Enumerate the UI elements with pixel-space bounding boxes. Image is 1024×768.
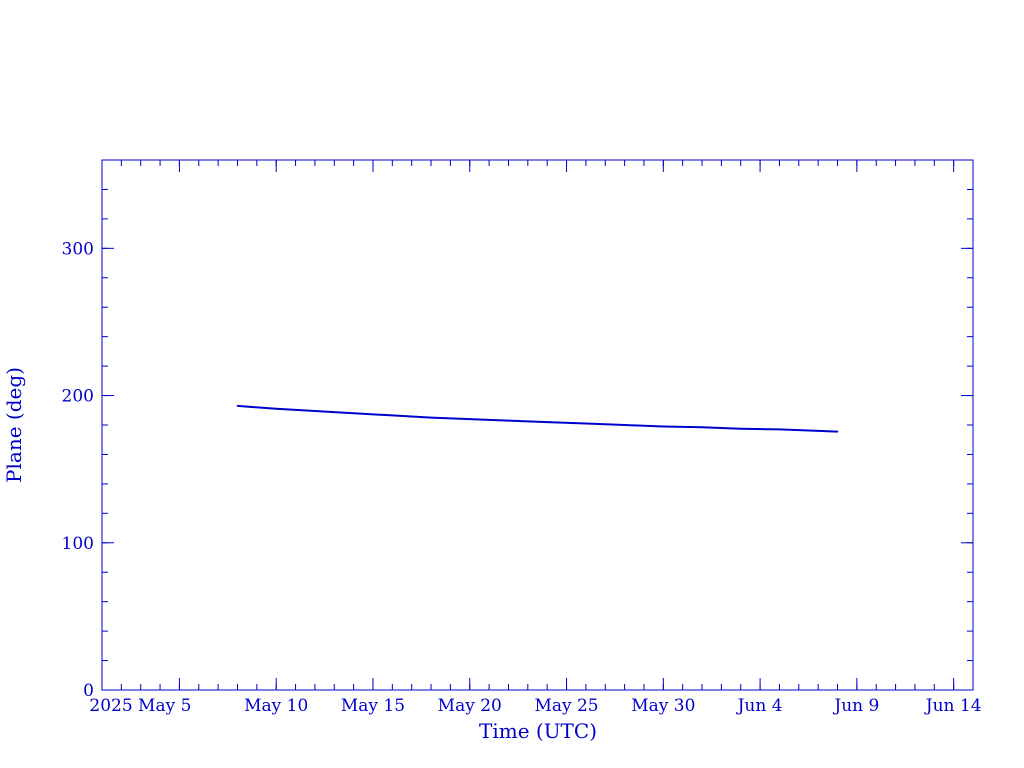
plot-frame — [101, 159, 974, 691]
data-point — [314, 410, 316, 412]
x-axis-title: Time (UTC) — [479, 719, 597, 743]
tick-labels: 2025 May 5 May 10 May 15 May 20 May 25 May 30… — [62, 239, 982, 716]
axis-ticks — [102, 160, 973, 691]
data-point — [739, 427, 742, 430]
x-tick-label: Jun 14 — [924, 696, 982, 716]
x-tick-label: May 25 — [534, 696, 598, 716]
series-line — [237, 404, 838, 433]
x-tick-label: May 15 — [341, 696, 405, 716]
x-tick-label: 2025 May 5 — [89, 696, 191, 716]
data-point — [352, 412, 355, 415]
x-tick-label: Jun 4 — [736, 696, 783, 716]
x-tick-label: May 10 — [244, 696, 308, 716]
data-point — [623, 424, 626, 426]
data-point — [701, 426, 703, 429]
x-tick-label: Jun 9 — [832, 696, 879, 716]
y-tick-label: 0 — [83, 681, 94, 701]
y-tick-label: 300 — [62, 239, 94, 259]
data-point — [546, 421, 548, 423]
x-tick-label: May 30 — [631, 696, 695, 716]
data-point — [778, 428, 781, 431]
data-point — [236, 405, 239, 407]
data-point — [391, 414, 394, 417]
data-point — [662, 425, 665, 428]
y-axis-title: Plane (deg) — [2, 367, 26, 483]
x-tick-label: May 20 — [438, 696, 502, 716]
data-point — [585, 422, 587, 425]
data-point — [817, 430, 819, 432]
data-point — [468, 418, 471, 420]
data-point — [507, 419, 510, 422]
data-point — [430, 416, 432, 419]
data-point — [275, 408, 278, 410]
y-tick-label: 100 — [62, 534, 94, 554]
series-layer — [236, 404, 839, 433]
y-tick-label: 200 — [62, 387, 94, 407]
data-point — [836, 430, 839, 433]
